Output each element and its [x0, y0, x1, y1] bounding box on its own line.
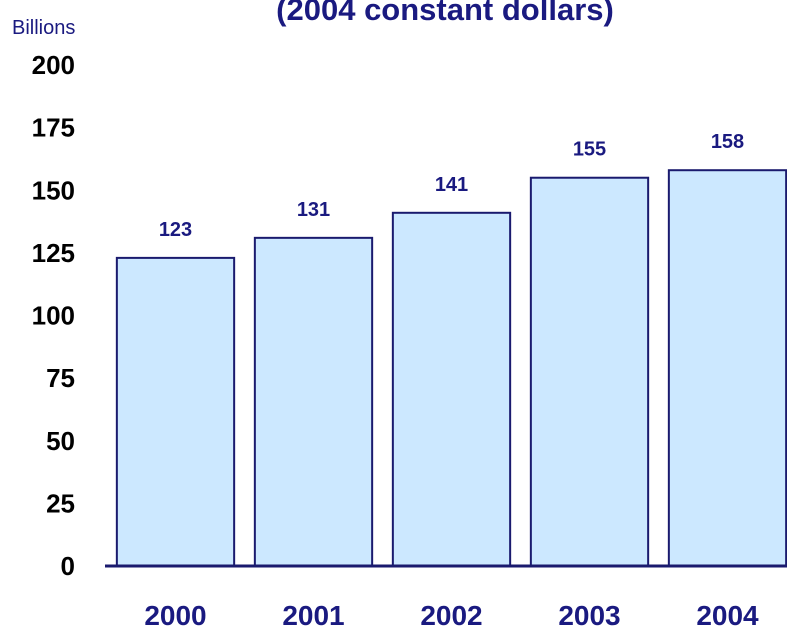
- value-label: 131: [297, 199, 330, 221]
- y-tick-label: 100: [32, 301, 75, 331]
- x-tick-label: 2000: [144, 600, 206, 629]
- bar: [667, 169, 787, 568]
- y-tick-label: 75: [46, 363, 75, 393]
- x-tick-label: 2002: [420, 600, 482, 629]
- y-axis-label: Billions: [12, 17, 75, 39]
- bar: [115, 256, 236, 567]
- bar: [253, 236, 374, 567]
- bar: [391, 211, 512, 567]
- chart-subtitle: (2004 constant dollars): [276, 0, 614, 27]
- y-tick-label: 150: [32, 175, 75, 205]
- y-tick-label: 125: [32, 238, 75, 268]
- x-tick-label: 2003: [558, 600, 620, 629]
- y-tick-label: 175: [32, 113, 75, 143]
- x-tick-label: 2004: [696, 600, 759, 629]
- y-tick-label: 50: [46, 426, 75, 456]
- y-tick-label: 200: [32, 50, 75, 80]
- value-label: 123: [159, 219, 192, 241]
- value-label: 141: [435, 174, 468, 196]
- value-label: 158: [711, 131, 744, 153]
- bar: [529, 176, 650, 567]
- y-tick-label: 25: [46, 488, 75, 518]
- value-label: 155: [573, 139, 606, 161]
- x-tick-label: 2001: [282, 600, 344, 629]
- y-tick-label: 0: [61, 551, 75, 581]
